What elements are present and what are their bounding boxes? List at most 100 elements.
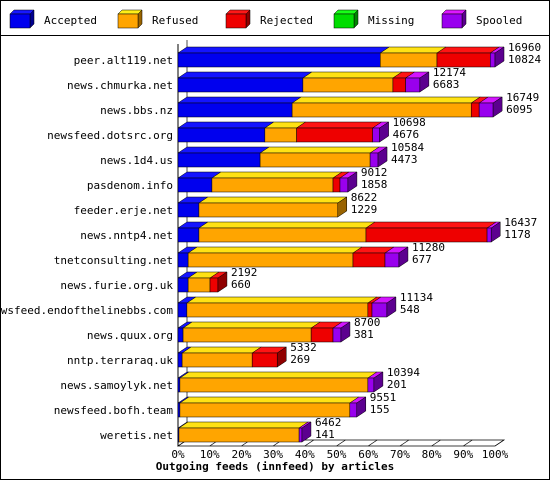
bar-segment — [182, 327, 312, 343]
bar-segment — [181, 352, 253, 368]
accepted-label: 6095 — [506, 103, 533, 116]
accepted-label: 269 — [290, 353, 310, 366]
bar-segment — [179, 402, 351, 418]
bar-segment — [291, 102, 472, 118]
x-tick — [494, 439, 505, 447]
accepted-label: 677 — [412, 253, 432, 266]
bar-top — [177, 46, 391, 54]
category-label: nntp.terraraq.uk — [67, 354, 173, 367]
accepted-label: 1178 — [504, 228, 531, 241]
bar-segment — [332, 177, 341, 193]
bar-side — [492, 96, 503, 118]
bar-top — [177, 121, 275, 129]
bar-segment — [177, 252, 189, 268]
bar-segment — [310, 327, 334, 343]
category-label: news.samoylyk.net — [60, 379, 173, 392]
bar-segment — [177, 202, 200, 218]
bar-segment — [478, 102, 494, 118]
legend-label: Spooled — [476, 14, 522, 27]
bar-segment — [251, 352, 278, 368]
bar-segment — [177, 102, 293, 118]
total-label: 16749 — [506, 91, 539, 104]
total-label: 5332 — [290, 341, 317, 354]
bar-segment — [436, 52, 491, 68]
bar-side — [347, 171, 358, 193]
legend-swatch — [441, 13, 463, 29]
bar-segment — [352, 252, 386, 268]
total-label: 11280 — [412, 241, 445, 254]
bar-top — [379, 46, 447, 54]
category-label: peer.alt119.net — [74, 54, 173, 67]
bar-top — [187, 246, 363, 254]
bar-segment — [379, 52, 438, 68]
bar-side — [419, 71, 430, 93]
accepted-label: 201 — [387, 378, 407, 391]
category-label: tnetconsulting.net — [54, 254, 173, 267]
x-tick-label: 30% — [263, 448, 283, 461]
bar-segment — [367, 302, 373, 318]
bar-segment — [177, 77, 304, 93]
x-tick — [431, 439, 441, 447]
bar-segment — [211, 177, 334, 193]
accepted-label: 1858 — [361, 178, 388, 191]
bar-side — [398, 246, 409, 268]
bar-segment — [259, 152, 371, 168]
bar-side — [217, 271, 228, 293]
bar-segment — [264, 127, 297, 143]
x-tick-label: 10% — [200, 448, 220, 461]
total-label: 16437 — [504, 216, 537, 229]
bar-segment — [372, 127, 380, 143]
bar-segment — [187, 277, 211, 293]
bar-segment — [405, 77, 421, 93]
legend-swatch — [117, 13, 139, 29]
accepted-label: 10824 — [508, 53, 541, 66]
x-tick-label: 20% — [231, 448, 251, 461]
bar-segment — [177, 377, 181, 393]
bar-segment — [392, 77, 406, 93]
bar-segment — [177, 152, 261, 168]
accepted-label: 1229 — [351, 203, 378, 216]
total-label: 8700 — [354, 316, 381, 329]
total-label: 9012 — [361, 166, 388, 179]
bar-top — [181, 346, 263, 354]
accepted-label: 4473 — [391, 153, 418, 166]
category-label: news.furie.org.uk — [60, 279, 173, 292]
bar-side — [276, 346, 287, 368]
total-label: 12174 — [433, 66, 466, 79]
legend-swatch — [333, 13, 355, 29]
accepted-label: 4676 — [393, 128, 420, 141]
bar-segment — [470, 102, 480, 118]
category-label: weretis.net — [100, 429, 173, 442]
bar-segment — [198, 202, 339, 218]
total-label: 9551 — [370, 391, 397, 404]
bar-top — [365, 221, 497, 229]
category-label: news.1d4.us — [100, 154, 173, 167]
chart-title: Outgoing feeds (innfeed) by articles — [156, 460, 394, 473]
bar-top — [211, 171, 343, 179]
category-label: news.nntp4.net — [80, 229, 173, 242]
legend-swatch — [225, 13, 247, 29]
legend-label: Refused — [152, 14, 198, 27]
bar-segment — [177, 127, 266, 143]
accepted-label: 141 — [315, 428, 335, 441]
bar-segment — [332, 327, 342, 343]
bar-side — [494, 46, 505, 68]
category-label: pasdenom.info — [87, 179, 173, 192]
total-label: 10584 — [391, 141, 424, 154]
x-tick — [336, 439, 346, 447]
bar-segment — [489, 52, 496, 68]
bar-side — [337, 196, 348, 218]
accepted-label: 548 — [400, 303, 420, 316]
bar-side — [301, 421, 312, 443]
bar-top — [186, 296, 378, 304]
legend-label: Missing — [368, 14, 414, 27]
bar-top — [259, 146, 380, 154]
x-tick — [463, 439, 473, 447]
bar-segment — [486, 227, 492, 243]
category-label: newsfeed.dotsrc.org — [47, 129, 173, 142]
bar-top — [177, 146, 270, 154]
total-label: 11134 — [400, 291, 433, 304]
bar-top — [179, 396, 360, 404]
total-label: 6462 — [315, 416, 342, 429]
